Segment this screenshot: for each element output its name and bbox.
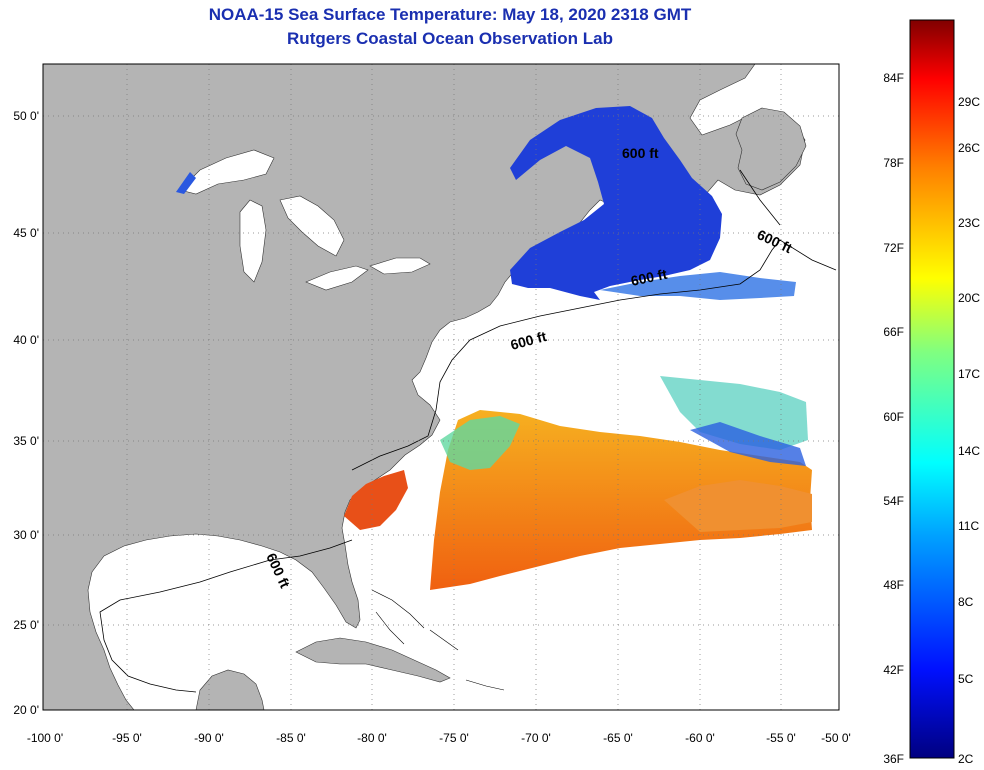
sst-cold-water [510, 106, 722, 300]
land-cuba [295, 637, 451, 683]
lon-tick-label: -60 0' [685, 731, 715, 745]
lat-tick-label: 50 0' [13, 109, 39, 123]
land-newfoundland [735, 107, 807, 191]
colorbar-f-label: 66F [883, 325, 904, 339]
colorbar-c-label: 11C [958, 519, 979, 533]
lon-tick-label: -90 0' [194, 731, 224, 745]
great-lakes [179, 149, 431, 291]
lon-tick-label: -50 0' [821, 731, 851, 745]
colorbar-c-label: 29C [958, 95, 980, 109]
sst-warm-water [430, 410, 812, 590]
lon-tick-label: -95 0' [112, 731, 142, 745]
colorbar-f-label: 60F [883, 410, 904, 424]
map-title: NOAA-15 Sea Surface Temperature: May 18,… [208, 5, 692, 24]
sst-mid-water-east [660, 376, 808, 450]
colorbar-c-label: 2C [958, 752, 974, 766]
lat-tick-label: 35 0' [13, 434, 39, 448]
lat-tick-label: 25 0' [13, 618, 39, 632]
lat-tick-label: 40 0' [13, 333, 39, 347]
colorbar [909, 19, 955, 759]
sst-cool-patch-east [690, 422, 806, 466]
contour-600ft [99, 169, 837, 693]
colorbar-f-label: 36F [883, 752, 904, 766]
colorbar-c-label: 5C [958, 672, 974, 686]
colorbar-c-label: 17C [958, 367, 980, 381]
colorbar-f-label: 78F [883, 156, 904, 170]
lon-tick-label: -70 0' [521, 731, 551, 745]
colorbar-f-label: 84F [883, 71, 904, 85]
colorbar-f-label: 72F [883, 241, 904, 255]
lon-tick-label: -80 0' [357, 731, 387, 745]
colorbar-c-label: 8C [958, 595, 974, 609]
bahamas-islands [371, 589, 505, 691]
contour-label: 600 ft [629, 266, 668, 289]
sst-mid-water [440, 416, 520, 470]
colorbar-c-label: 20C [958, 291, 980, 305]
contour-label: 600 ft [622, 145, 659, 161]
colorbar-c-label: 26C [958, 141, 980, 155]
lon-tick-label: -75 0' [439, 731, 469, 745]
land-yucatan [195, 669, 265, 710]
colorbar-c-label: 23C [958, 216, 980, 230]
lat-tick-label: 45 0' [13, 226, 39, 240]
sst-cold-patch [176, 172, 196, 194]
lon-tick-label: -85 0' [276, 731, 306, 745]
lon-tick-label: -100 0' [27, 731, 63, 745]
land-north-america [43, 64, 806, 710]
lat-tick-label: 30 0' [13, 528, 39, 542]
colorbar-f-label: 54F [883, 494, 904, 508]
lat-tick-label: 20 0' [13, 703, 39, 717]
colorbar-f-label: 42F [883, 663, 904, 677]
colorbar-f-label: 48F [883, 578, 904, 592]
colorbar-c-label: 14C [958, 444, 980, 458]
lon-tick-label: -55 0' [766, 731, 796, 745]
lon-tick-label: -65 0' [603, 731, 633, 745]
map-subtitle: Rutgers Coastal Ocean Observation Lab [287, 29, 613, 48]
sst-warm-coastal [344, 470, 408, 530]
map-border [42, 63, 840, 711]
sst-warm-east [664, 480, 812, 532]
